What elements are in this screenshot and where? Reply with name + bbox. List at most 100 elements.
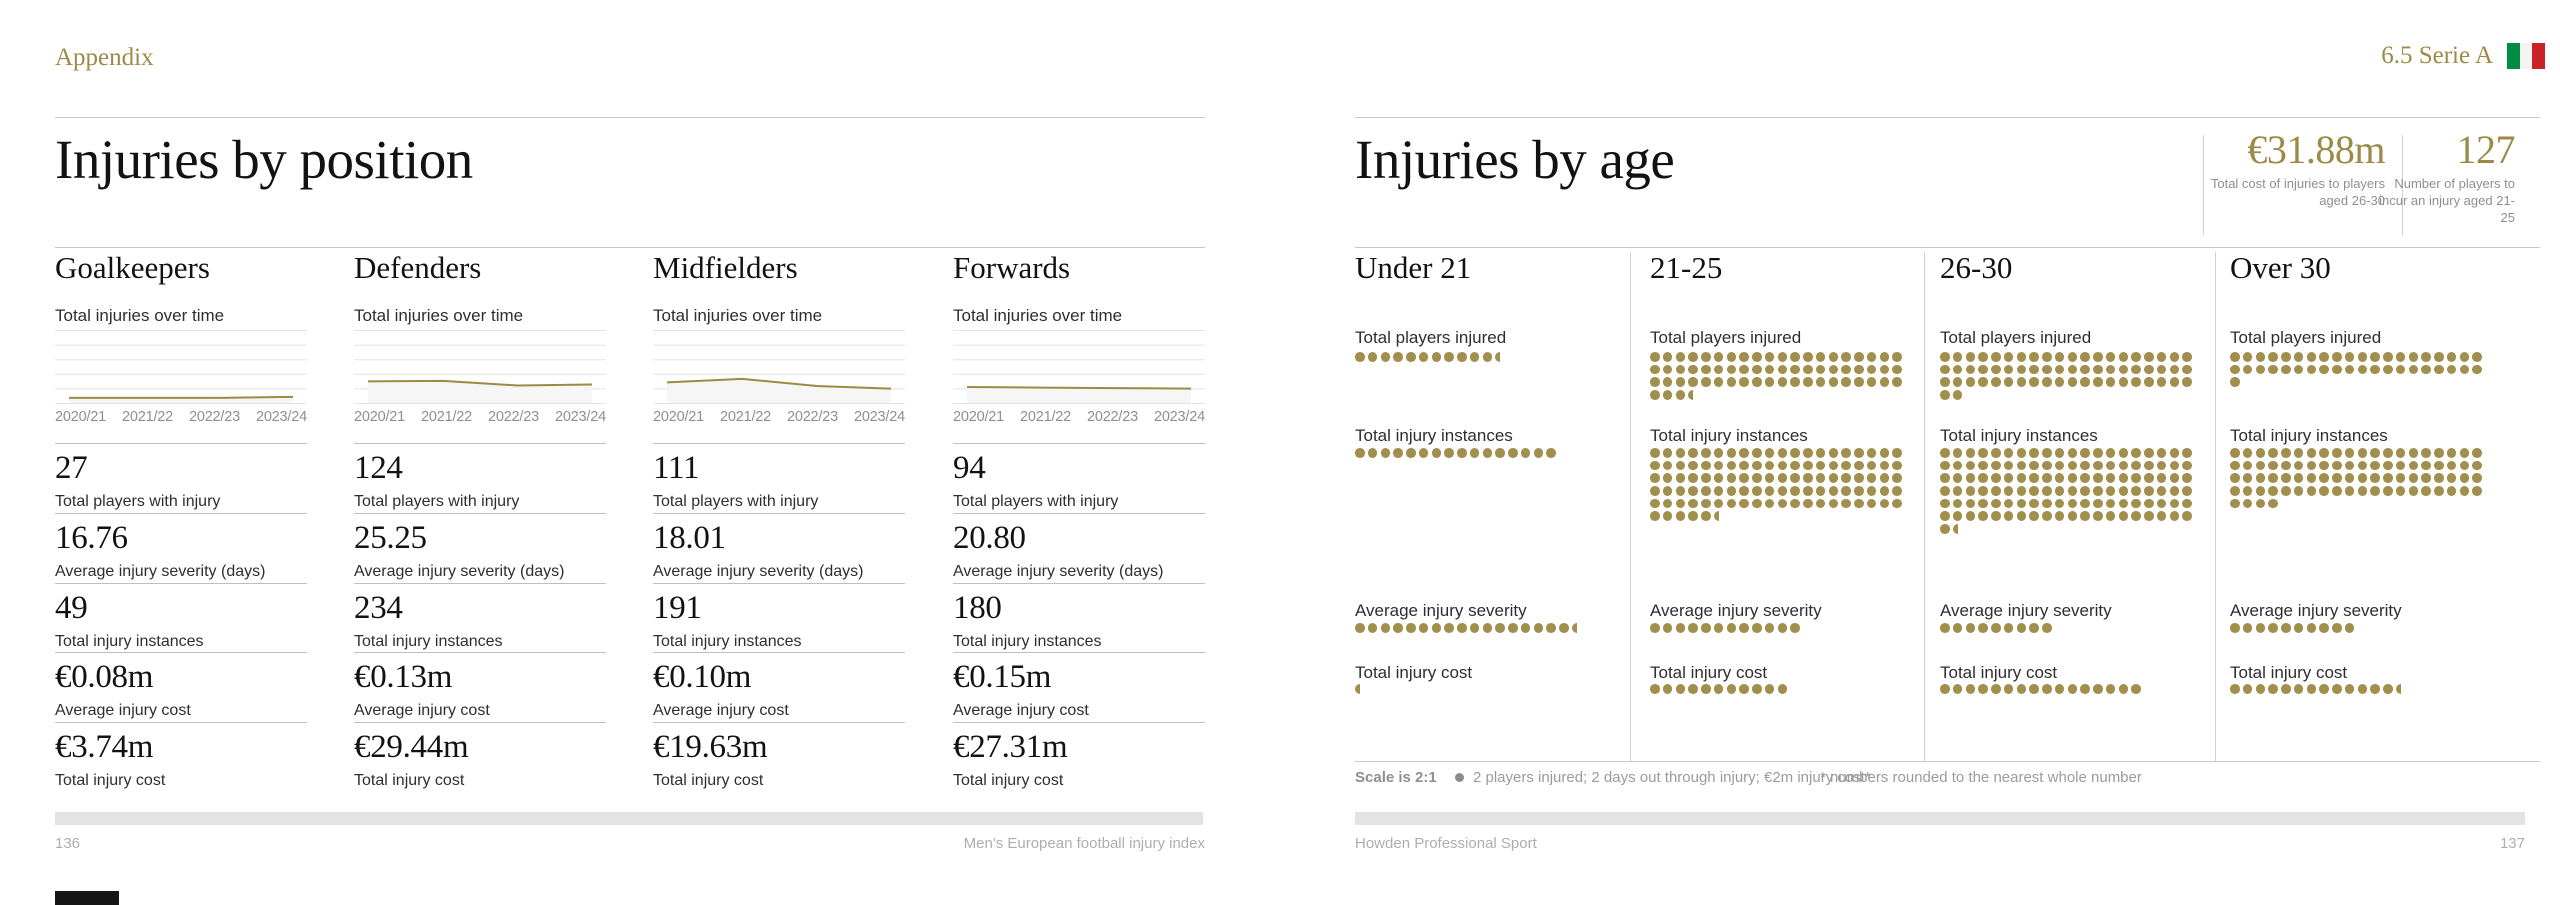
matrix-dot [2383, 364, 2393, 375]
matrix-dot [2319, 460, 2329, 471]
matrix-dot [2255, 684, 2265, 694]
matrix-dot [1940, 623, 1950, 633]
matrix-dot [2344, 352, 2355, 362]
season-axis: 2020/21 2021/22 2022/23 2023/24 [953, 409, 1205, 425]
matrix-dot [1978, 498, 1988, 509]
matrix-dot [1815, 498, 1826, 509]
matrix-dot [2332, 364, 2342, 375]
stat-value: 234 [354, 590, 403, 626]
matrix-dot [1892, 473, 1902, 483]
injury-instances-label: Total injury instances [1940, 426, 2098, 445]
matrix-dot [1978, 511, 1988, 521]
matrix-dot [1828, 377, 1838, 387]
matrix-dot [2242, 352, 2253, 362]
matrix-dot [1764, 448, 1775, 458]
matrix-dot [1866, 460, 1877, 471]
matrix-dot [2093, 460, 2103, 471]
matrix-dot [1533, 623, 1543, 633]
stat-block: 111 Total players with injury [653, 443, 905, 511]
matrix-dot [1675, 511, 1685, 521]
matrix-dot [1790, 486, 1800, 496]
matrix-dot [1367, 352, 1378, 362]
matrix-dot [1739, 473, 1749, 483]
matrix-dot [2156, 486, 2167, 496]
matrix-dot [1662, 498, 1673, 509]
matrix-dot [2029, 448, 2039, 458]
matrix-dot [1815, 364, 1826, 375]
matrix-dot [1866, 473, 1877, 483]
sparkline-title: Total injuries over time [953, 306, 1123, 325]
matrix-dot [1650, 352, 1660, 362]
season-tick: 2020/21 [653, 409, 705, 425]
matrix-dot [1662, 352, 1673, 362]
matrix-dot [2156, 352, 2167, 362]
age-group-heading: Under 21 [1355, 250, 1472, 285]
matrix-dot [2459, 460, 2469, 471]
matrix-dot [2408, 473, 2418, 483]
matrix-dot [2230, 448, 2240, 458]
matrix-dot [2080, 498, 2090, 509]
matrix-dot [1431, 448, 1441, 458]
matrix-dot [1701, 486, 1711, 496]
asterisk-note: * numbers rounded to the nearest whole n… [1820, 769, 2142, 786]
sparkline-line [367, 379, 593, 387]
matrix-dot [1520, 448, 1531, 458]
matrix-dot [2054, 511, 2065, 521]
matrix-dot [1520, 623, 1531, 633]
stat-value: €19.63m [653, 729, 768, 765]
matrix-dot [2118, 684, 2128, 694]
stat-label: Total injury instances [953, 633, 1102, 650]
matrix-dot [2080, 448, 2090, 458]
matrix-dot [2029, 352, 2039, 362]
matrix-dot [2182, 448, 2192, 458]
matrix-dot [1713, 486, 1724, 496]
stat-block: 191 Total injury instances [653, 583, 905, 651]
matrix-dot [2281, 623, 2291, 633]
matrix-dot [1752, 473, 1762, 483]
matrix-dot [1866, 377, 1877, 387]
matrix-dot [2293, 448, 2304, 458]
matrix-dot [2169, 460, 2179, 471]
matrix-dot [1777, 623, 1787, 633]
matrix-dot [1752, 352, 1762, 362]
bottom-edge-artifact [55, 891, 119, 905]
matrix-dot [1854, 473, 1864, 483]
matrix-dot [2230, 352, 2240, 362]
matrix-dot [2281, 473, 2291, 483]
stat-block: 27 Total players with injury [55, 443, 307, 511]
matrix-dot [1739, 448, 1749, 458]
matrix-dot [1688, 448, 1698, 458]
matrix-dot [2144, 460, 2154, 471]
matrix-dot [2029, 511, 2039, 521]
stat-caption: Total cost of injuries to players aged 2… [2210, 176, 2385, 208]
injury-severity-dot-matrix [1940, 623, 2196, 636]
matrix-dot [1777, 684, 1787, 694]
matrix-dot [1662, 486, 1673, 496]
matrix-dot [2169, 486, 2179, 496]
matrix-dot [2131, 460, 2141, 471]
matrix-dot [1418, 448, 1429, 458]
matrix-dot [2156, 473, 2167, 483]
injuries-over-time-sparkline [55, 330, 307, 404]
injury-severity-label: Average injury severity [1355, 601, 1527, 620]
matrix-dot [2105, 364, 2116, 375]
matrix-dot [2029, 473, 2039, 483]
matrix-dot [1790, 377, 1800, 387]
matrix-dot [1828, 498, 1838, 509]
brand-label: Howden Professional Sport [1355, 835, 1537, 852]
matrix-dot [2255, 352, 2265, 362]
matrix-dot [1431, 352, 1441, 362]
matrix-dot [2003, 364, 2014, 375]
injury-severity-dot-matrix [1650, 623, 1906, 636]
players-injured-dot-matrix [1355, 352, 1611, 365]
matrix-dot [1854, 486, 1864, 496]
matrix-dot [2016, 486, 2026, 496]
stat-label: Total injury cost [354, 772, 465, 789]
stat-value: €0.08m [55, 659, 154, 695]
stat-block: 16.76 Average injury severity (days) [55, 513, 307, 581]
matrix-dot [2105, 352, 2116, 362]
matrix-dot [2332, 473, 2342, 483]
matrix-dot [2131, 448, 2141, 458]
matrix-dot [1355, 623, 1365, 633]
matrix-dot [2054, 498, 2065, 509]
